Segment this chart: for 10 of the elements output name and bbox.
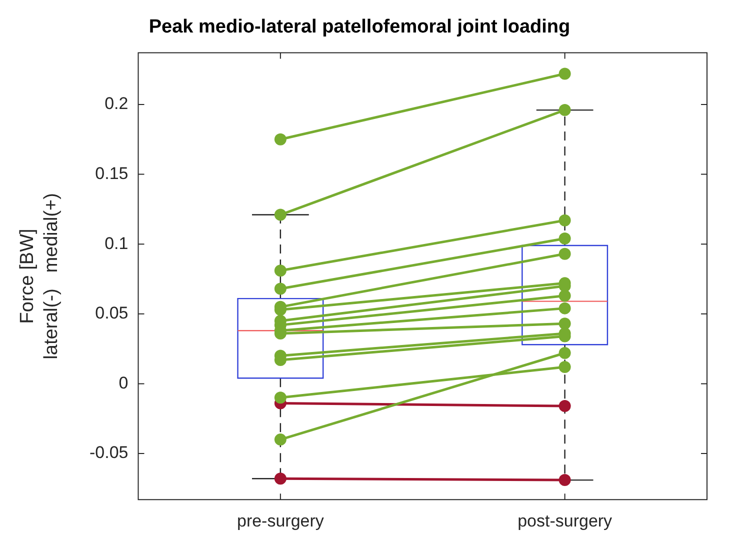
y-tick-label: -0.05	[90, 443, 128, 462]
chart-title: Peak medio-lateral patellofemoral joint loading	[148, 16, 570, 38]
x-tick-label: post-surgery	[518, 511, 613, 530]
y-tick-label: 0.15	[95, 164, 128, 183]
y-tick-label: 0.05	[95, 304, 128, 323]
y-axis-title: Force [BW] lateral(-) medial(+)	[17, 193, 62, 360]
y-tick-label: 0.2	[104, 94, 128, 114]
x-tick-label: pre-surgery	[236, 511, 324, 530]
y-tick-label: 0.1	[104, 234, 128, 253]
y-tick-label: 0	[118, 373, 128, 392]
